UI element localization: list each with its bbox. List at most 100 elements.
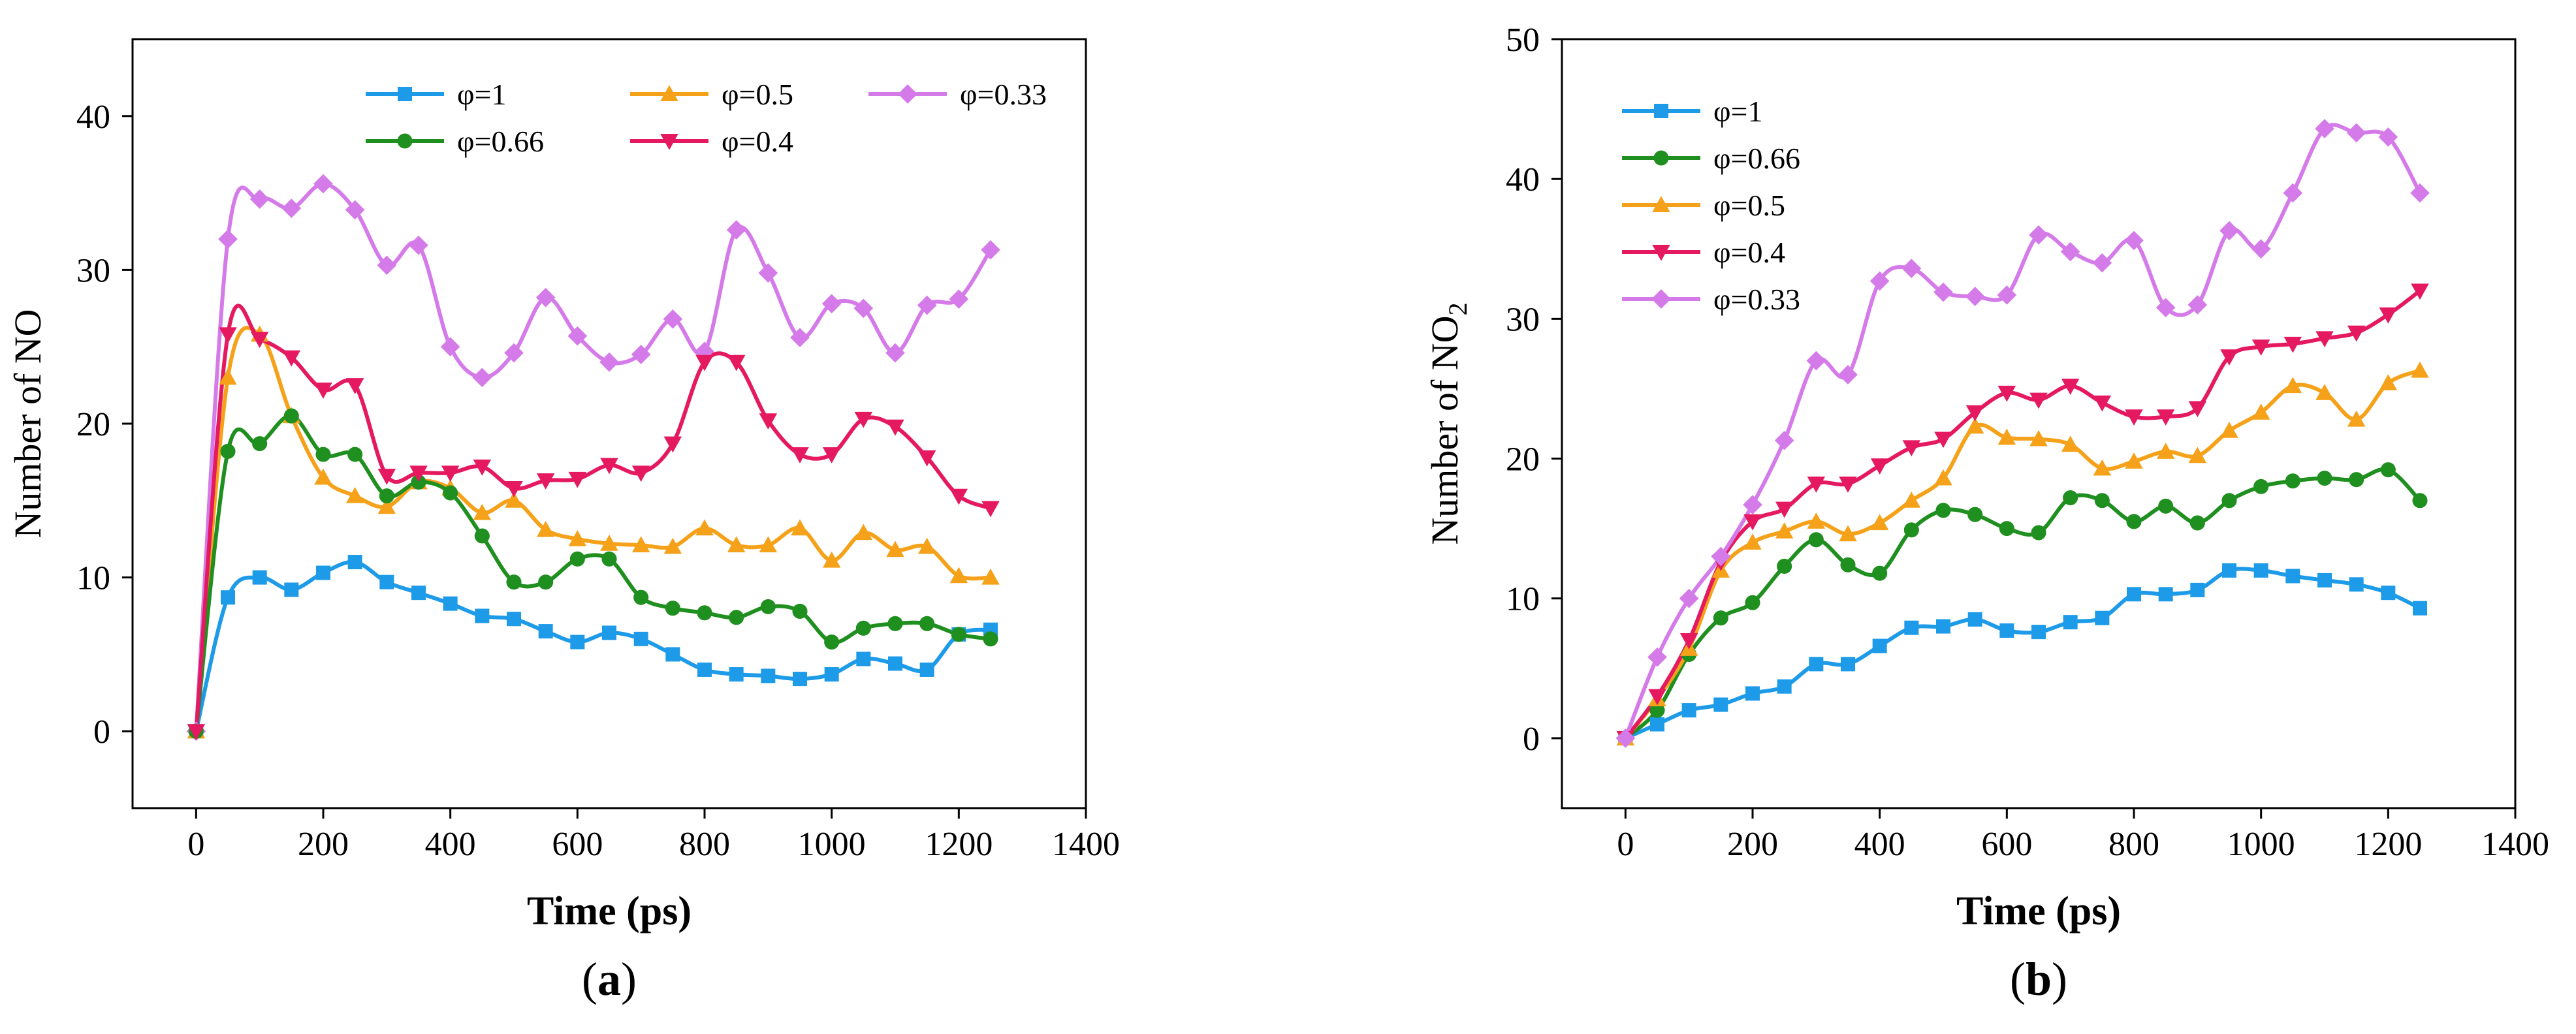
data-point-a-3-5 (347, 446, 363, 462)
legend-marker-a-1 (660, 85, 678, 101)
data-point-a-3-25 (983, 631, 998, 647)
data-point-a-2-17 (726, 220, 746, 240)
data-point-a-3-2 (252, 436, 268, 452)
data-point-a-1-5 (345, 486, 364, 503)
data-point-a-0-20 (824, 667, 839, 682)
data-point-b-3-25 (2411, 283, 2429, 300)
data-point-a-3-10 (506, 574, 522, 590)
data-point-a-3-1 (220, 443, 236, 459)
data-point-b-2-13 (2029, 430, 2048, 446)
data-point-b-3-6 (1807, 477, 1826, 493)
data-point-a-3-4 (315, 446, 331, 462)
data-point-b-0-1 (1650, 717, 1664, 732)
y-tick-label-a-1: 10 (76, 560, 110, 597)
data-point-b-2-11 (1965, 417, 1984, 434)
data-point-a-1-12 (568, 529, 587, 546)
data-point-a-1-23 (917, 537, 936, 554)
data-point-b-4-14 (2060, 242, 2080, 262)
data-point-b-2-19 (2220, 421, 2238, 438)
data-point-b-3-22 (2315, 331, 2334, 348)
data-point-b-4-20 (2251, 239, 2271, 259)
data-point-b-0-7 (1841, 657, 1855, 672)
data-point-b-3-20 (2251, 339, 2270, 356)
data-point-a-0-23 (919, 662, 934, 677)
data-point-a-0-1 (221, 590, 235, 605)
data-point-a-4-15 (663, 436, 682, 453)
data-point-b-2-10 (1934, 469, 1952, 486)
data-point-b-1-15 (2094, 493, 2110, 509)
data-point-b-1-22 (2317, 470, 2332, 486)
x-tick-label-a-3: 600 (552, 826, 603, 863)
data-point-a-2-20 (821, 294, 842, 314)
x-tick-label-b-2: 400 (1854, 826, 1905, 863)
data-point-a-4-18 (759, 413, 778, 430)
data-point-b-4-25 (2410, 183, 2430, 203)
data-point-b-1-1 (1649, 702, 1665, 718)
data-point-a-3-21 (855, 620, 871, 636)
data-point-a-1-25 (981, 568, 1000, 585)
data-point-b-1-25 (2412, 493, 2428, 509)
data-point-a-2-13 (599, 352, 619, 372)
data-point-a-4-10 (505, 480, 523, 497)
data-point-b-1-16 (2126, 514, 2142, 529)
data-point-b-4-11 (1965, 287, 1985, 306)
data-point-b-1-21 (2285, 473, 2300, 489)
data-point-b-3-19 (2220, 349, 2238, 366)
plot-frame-a (131, 38, 1087, 809)
data-point-b-3-16 (2125, 409, 2143, 426)
data-point-b-4-0 (1615, 728, 1636, 748)
data-point-a-1-21 (854, 524, 873, 540)
data-point-a-4-20 (822, 447, 841, 463)
legend-marker-b-1 (1653, 150, 1669, 166)
legend-label-a-2: φ=0.33 (960, 78, 1047, 111)
data-point-a-0-18 (761, 668, 776, 683)
data-point-a-3-20 (824, 634, 840, 650)
legend-label-a-4: φ=0.4 (722, 125, 793, 158)
panel-label-b: (b) (2010, 953, 2067, 1005)
data-point-a-1-18 (759, 536, 778, 553)
y-tick-label-b-5: 50 (1506, 22, 1540, 59)
x-tick-label-b-1: 200 (1727, 826, 1778, 863)
data-point-a-4-16 (695, 354, 714, 371)
plot-frame-b (1561, 38, 2517, 809)
data-point-a-2-21 (853, 298, 874, 319)
data-point-a-0-6 (379, 574, 394, 589)
data-point-a-2-4 (313, 174, 333, 194)
data-point-a-4-6 (377, 469, 396, 485)
data-point-a-1-6 (377, 497, 396, 514)
data-point-b-2-17 (2156, 443, 2175, 459)
legend-marker-b-2 (1652, 196, 1670, 212)
legend-marker-a-2 (898, 84, 917, 104)
data-point-b-2-9 (1902, 492, 1921, 508)
data-point-b-4-16 (2124, 230, 2144, 251)
x-tick-label-a-5: 1000 (798, 826, 866, 863)
data-point-b-4-17 (2155, 298, 2176, 318)
data-point-a-3-14 (633, 589, 649, 605)
data-point-b-3-24 (2379, 307, 2398, 324)
data-point-b-3-15 (2093, 395, 2112, 412)
data-point-b-0-4 (1745, 686, 1760, 701)
data-point-b-4-24 (2378, 127, 2398, 147)
data-point-b-4-3 (1711, 546, 1731, 567)
data-point-a-3-3 (283, 408, 299, 424)
data-point-b-4-15 (2092, 253, 2112, 273)
data-point-a-4-0 (187, 724, 206, 740)
x-tick-label-a-7: 1400 (1052, 826, 1120, 863)
legend-marker-b-3 (1652, 245, 1670, 261)
data-point-b-0-22 (2317, 572, 2332, 588)
data-point-b-3-17 (2156, 409, 2175, 426)
data-point-b-0-13 (2031, 625, 2046, 640)
data-point-b-3-1 (1648, 689, 1666, 706)
legend-marker-b-0 (1654, 104, 1668, 118)
data-point-b-0-20 (2253, 563, 2268, 578)
data-point-b-1-6 (1808, 532, 1824, 548)
data-point-a-2-9 (472, 368, 492, 388)
data-point-b-3-7 (1839, 477, 1857, 493)
data-point-b-3-4 (1743, 514, 1762, 531)
y-tick-label-a-4: 40 (76, 99, 110, 136)
panel-b: 0 200 400 600 800 1000 1200 1400 0 10 20 30 40 50 Time… (1423, 22, 2549, 1005)
data-point-b-4-23 (2346, 123, 2366, 143)
data-point-b-2-14 (2061, 435, 2080, 452)
x-axis-title-a: Time (ps) (527, 889, 692, 933)
data-point-b-1-11 (1967, 507, 1983, 522)
